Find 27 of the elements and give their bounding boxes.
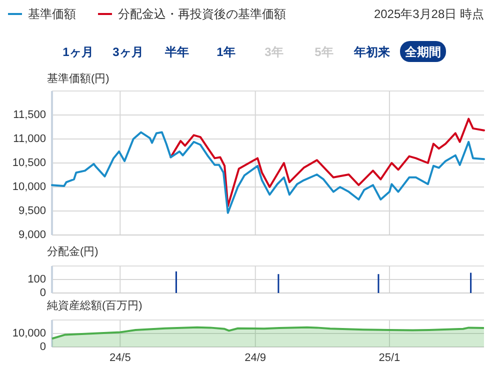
y-tick-label: 11,500 <box>13 109 46 121</box>
legend-label: 基準価額 <box>28 7 76 21</box>
text: 1ヶ月 <box>62 45 94 59</box>
chart-subtitle: 2025年3月28日 時点 <box>374 7 484 21</box>
text: 全期間 <box>404 45 441 59</box>
x-tick-label: 25/1 <box>378 352 400 364</box>
text: 1年 <box>216 45 236 59</box>
x-tick-label: 24/5 <box>109 352 131 364</box>
y-tick-label: 10,000 <box>12 328 46 340</box>
y-tick-label: 0 <box>40 287 46 299</box>
text: 3ヶ月 <box>112 45 144 59</box>
y-axis-title: 基準価額(円) <box>47 72 110 85</box>
y-tick-label: 11,000 <box>13 133 46 145</box>
y-tick-label: 10,000 <box>12 181 46 193</box>
y-tick-label: 0 <box>40 341 46 353</box>
text: 半年 <box>164 45 189 59</box>
y-tick-label: 100 <box>28 274 46 286</box>
line-series <box>51 131 485 214</box>
y-axis-title: 分配金(円) <box>47 246 98 258</box>
legend-label: 分配金込・再投資後の基準価額 <box>118 7 286 21</box>
line-series <box>170 118 485 208</box>
y-tick-label: 10,500 <box>12 157 46 169</box>
x-tick-label: 24/9 <box>244 352 266 364</box>
text: 年初来 <box>353 45 390 59</box>
y-axis-title: 純資産総額(百万円) <box>47 299 142 312</box>
y-tick-label: 9,000 <box>18 229 46 241</box>
y-tick-label: 9,500 <box>18 205 46 217</box>
